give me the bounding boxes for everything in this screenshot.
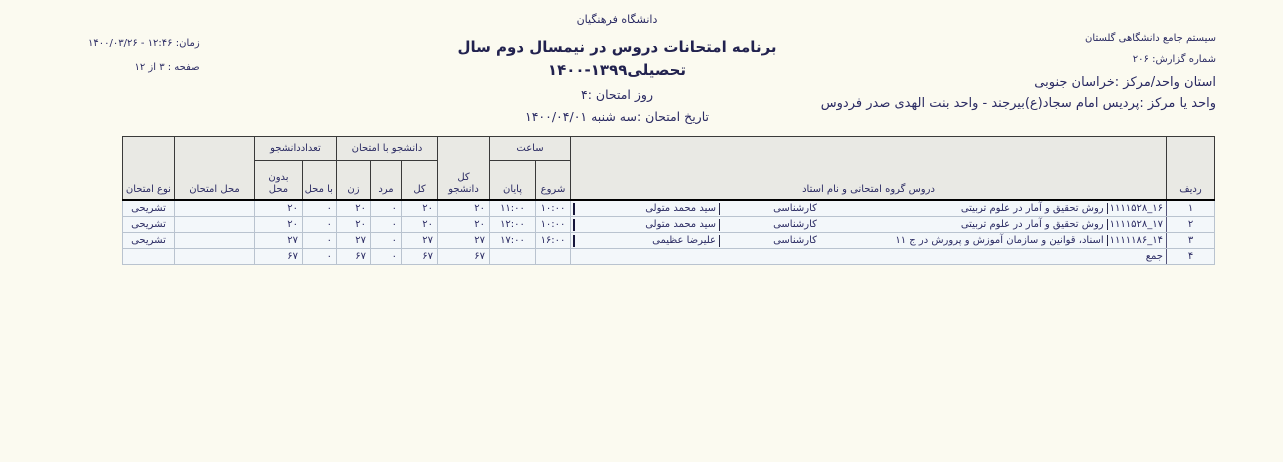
course-name: روش تحقیق و آمار در علوم تربیتی: [957, 219, 1108, 230]
cell-edge-pipe: [573, 218, 575, 231]
cell-row-no: ۲: [1166, 216, 1215, 233]
course-degree: کارشناسی: [773, 203, 817, 214]
cell-exam-type: تشریحی: [121, 232, 175, 249]
course-code: ۱۷_۱۱۱۱۵۲۸: [1109, 219, 1163, 230]
cell-with-place: ۰: [301, 216, 337, 233]
cell-exam-type: تشریحی: [121, 199, 175, 217]
cell-row-no: ۱: [1166, 199, 1215, 217]
professor-name: سید محمد متولی: [645, 219, 720, 231]
cell-without-place: ۲۰: [253, 216, 303, 233]
col-header-course: دروس گروه امتحانی و نام استاد: [570, 136, 1167, 201]
cell-without-place: ۲۰: [253, 199, 303, 217]
cell-start: ۱۰:۰۰: [535, 199, 571, 217]
col-header-female: زن: [335, 160, 372, 201]
cell-total-students: ۲۰: [437, 216, 490, 233]
page-number: صفحه : ۳ از ۱۲: [134, 62, 200, 73]
course-code: ۱۴_۱۱۱۱۱۸۶: [1109, 235, 1163, 246]
report-header-center: دانشگاه فرهنگیان برنامه امتحانات دروس در…: [350, 13, 884, 124]
cell-without-place: ۶۷: [253, 248, 303, 265]
cell-edge-pipe: [573, 202, 575, 215]
course-name: روش تحقیق و آمار در علوم تربیتی: [957, 203, 1108, 214]
cell-end: ۱۱:۰۰: [489, 199, 536, 217]
print-time: زمان: ۱۲:۴۶ - ۱۴۰۰/۰۳/۲۶: [88, 38, 200, 49]
exam-day: روز امتحان :۴: [581, 87, 653, 102]
cell-end: ۱۲:۰۰: [489, 216, 536, 233]
cell-total-students: ۲۷: [437, 232, 490, 249]
table-row: ۳ ۱۴_۱۱۱۱۱۸۶اسناد، قوانین و سازمان آموزش…: [121, 232, 1215, 249]
cell-female: ۲۰: [335, 199, 372, 217]
professor-name: علیرضا عظیمی: [652, 235, 720, 247]
exam-table: ردیف دروس گروه امتحانی و نام استاد ساعت …: [121, 136, 1215, 265]
col-header-end: پایان: [489, 160, 536, 201]
table-row: ۲ ۱۷_۱۱۱۱۵۲۸روش تحقیق و آمار در علوم ترب…: [121, 216, 1215, 233]
cell-exam-total: ۲۰: [401, 199, 438, 217]
report-title-line1: برنامه امتحانات دروس در نیمسال دوم سال: [457, 38, 777, 56]
col-header-with-place: با محل: [301, 160, 337, 201]
cell-total-students: ۶۷: [437, 248, 490, 265]
cell-course: ۱۶_۱۱۱۱۵۲۸روش تحقیق و آمار در علوم تربیت…: [570, 199, 1167, 217]
table-row-summary: ۴ جمع ۶۷ ۶۷ ۰ ۶۷ ۰ ۶۷: [121, 248, 1215, 265]
cell-start: ۱۰:۰۰: [535, 216, 571, 233]
cell-with-place: ۰: [301, 232, 337, 249]
cell-start: [535, 248, 571, 265]
report-header-right: سیستم جامع دانشگاهی گلستان شماره گزارش: …: [821, 33, 1216, 111]
cell-total-students: ۲۰: [437, 199, 490, 217]
cell-end: ۱۷:۰۰: [489, 232, 536, 249]
cell-male: ۰: [370, 216, 402, 233]
cell-with-place: ۰: [301, 248, 337, 265]
cell-edge-pipe: [573, 234, 575, 247]
province-center: استان واحد/مرکز :خراسان جنوبی: [1034, 75, 1216, 90]
col-header-male: مرد: [370, 160, 402, 201]
course-name: اسناد، قوانین و سازمان آموزش و پرورش در …: [892, 235, 1108, 246]
course-degree: کارشناسی: [773, 219, 817, 230]
col-header-total: کل: [401, 160, 438, 201]
cell-with-place: ۰: [301, 199, 337, 217]
cell-exam-place: [173, 216, 255, 233]
cell-exam-total: ۲۰: [401, 216, 438, 233]
cell-exam-place: [173, 248, 255, 265]
col-header-exam-place: محل امتحان: [173, 136, 255, 201]
cell-start: ۱۶:۰۰: [535, 232, 571, 249]
cell-exam-type: [121, 248, 175, 265]
report-header-left: زمان: ۱۲:۴۶ - ۱۴۰۰/۰۳/۲۶ صفحه : ۳ از ۱۲: [88, 38, 200, 73]
university-name: دانشگاه فرهنگیان: [576, 13, 658, 26]
col-header-start: شروع: [535, 160, 571, 201]
system-name: سیستم جامع دانشگاهی گلستان: [1085, 33, 1216, 44]
table-row: ۱ ۱۶_۱۱۱۱۵۲۸روش تحقیق و آمار در علوم ترب…: [121, 199, 1215, 217]
cell-male: ۰: [370, 199, 402, 217]
cell-course: ۱۷_۱۱۱۱۵۲۸روش تحقیق و آمار در علوم تربیت…: [570, 216, 1167, 233]
cell-summary-label: جمع: [570, 248, 1167, 265]
cell-without-place: ۲۷: [253, 232, 303, 249]
cell-exam-place: [173, 199, 255, 217]
report-number: شماره گزارش: ۲۰۶: [1132, 54, 1216, 65]
exam-date: تاریخ امتحان :سه شنبه ۱۴۰۰/۰۴/۰۱: [524, 109, 709, 124]
cell-male: ۰: [370, 232, 402, 249]
course-degree: کارشناسی: [773, 235, 817, 246]
col-group-exam-students: دانشجو با امتحان: [335, 136, 439, 161]
col-header-total-students: کل دانشجو: [437, 136, 490, 201]
report-title-line2: تحصیلی۱۳۹۹-۱۴۰۰: [547, 61, 687, 79]
cell-row-no: ۴: [1166, 248, 1215, 265]
cell-end: [489, 248, 536, 265]
cell-exam-total: ۶۷: [401, 248, 438, 265]
professor-name: سید محمد متولی: [645, 203, 720, 215]
cell-female: ۲۰: [335, 216, 372, 233]
cell-exam-type: تشریحی: [121, 216, 175, 233]
cell-female: ۶۷: [335, 248, 372, 265]
cell-male: ۰: [370, 248, 402, 265]
col-group-hour: ساعت: [489, 136, 571, 161]
cell-exam-total: ۲۷: [401, 232, 438, 249]
cell-exam-place: [173, 232, 255, 249]
cell-row-no: ۳: [1166, 232, 1215, 249]
exam-schedule-table: ردیف دروس گروه امتحانی و نام استاد ساعت …: [121, 136, 1215, 265]
cell-course: ۱۴_۱۱۱۱۱۸۶اسناد، قوانین و سازمان آموزش و…: [570, 232, 1167, 249]
col-header-without-place: بدون محل: [253, 160, 303, 201]
col-header-row-no: ردیف: [1166, 136, 1215, 201]
col-header-exam-type: نوع امتحان: [121, 136, 175, 201]
col-group-student-count: تعداددانشجو: [253, 136, 337, 161]
unit-center: واحد یا مرکز :پردیس امام سجاد(ع)بیرجند -…: [820, 96, 1216, 111]
cell-female: ۲۷: [335, 232, 372, 249]
course-code: ۱۶_۱۱۱۱۵۲۸: [1109, 203, 1163, 214]
